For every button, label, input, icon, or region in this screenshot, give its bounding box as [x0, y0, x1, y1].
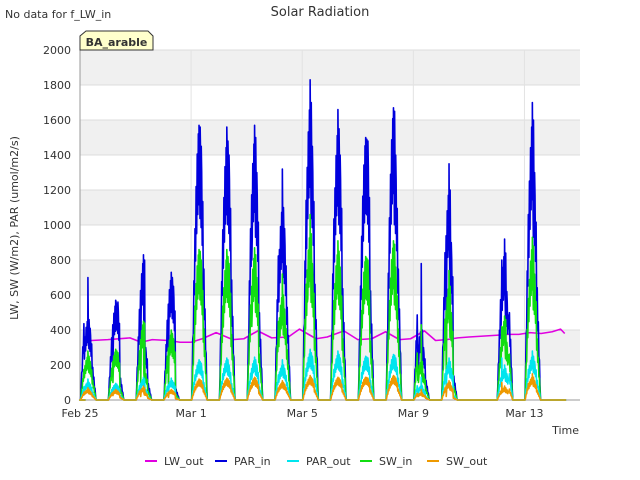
legend-label: PAR_out	[306, 455, 351, 468]
y-tick-label: 200	[50, 359, 71, 372]
y-tick-label: 1200	[43, 184, 71, 197]
x-tick-label: Mar 1	[175, 407, 206, 420]
x-tick-label: Mar 13	[505, 407, 543, 420]
grid-band	[80, 260, 580, 295]
chart-title: Solar Radiation	[271, 5, 370, 20]
grid-band	[80, 190, 580, 225]
y-axis-label: LW, SW (W/m2), PAR (umol/m2/s)	[8, 136, 21, 320]
legend-label: SW_out	[446, 455, 488, 468]
y-tick-label: 2000	[43, 44, 71, 57]
no-data-note: No data for f_LW_in	[5, 8, 111, 21]
legend: LW_out PAR_in PAR_out SW_in SW_out	[145, 455, 488, 468]
site-badge: BA_arable	[79, 30, 154, 51]
x-tick-labels: Feb 25 Mar 1 Mar 5 Mar 9 Mar 13	[62, 407, 544, 420]
grid-band	[80, 120, 580, 155]
badge-box	[79, 30, 154, 51]
y-tick-label: 1800	[43, 79, 71, 92]
y-tick-label: 800	[50, 254, 71, 267]
y-tick-labels: 0 200 400 600 800 1000 1200 1400 1600 1800 2000	[43, 44, 71, 407]
legend-label: PAR_in	[234, 455, 271, 468]
y-tick-label: 600	[50, 289, 71, 302]
y-tick-label: 1400	[43, 149, 71, 162]
x-tick-label: Mar 5	[287, 407, 318, 420]
y-tick-label: 1000	[43, 219, 71, 232]
legend-label: SW_in	[379, 455, 412, 468]
y-tick-label: 1600	[43, 114, 71, 127]
x-axis-label: Time	[551, 424, 579, 437]
x-tick-label: Mar 9	[398, 407, 429, 420]
legend-label: LW_out	[164, 455, 204, 468]
grid-band	[80, 50, 580, 85]
series-lines	[78, 78, 567, 401]
badge-label: BA_arable	[86, 36, 148, 49]
y-tick-label: 0	[64, 394, 71, 407]
y-tick-label: 400	[50, 324, 71, 337]
series-line-sw-out	[78, 372, 567, 401]
x-tick-label: Feb 25	[62, 407, 99, 420]
